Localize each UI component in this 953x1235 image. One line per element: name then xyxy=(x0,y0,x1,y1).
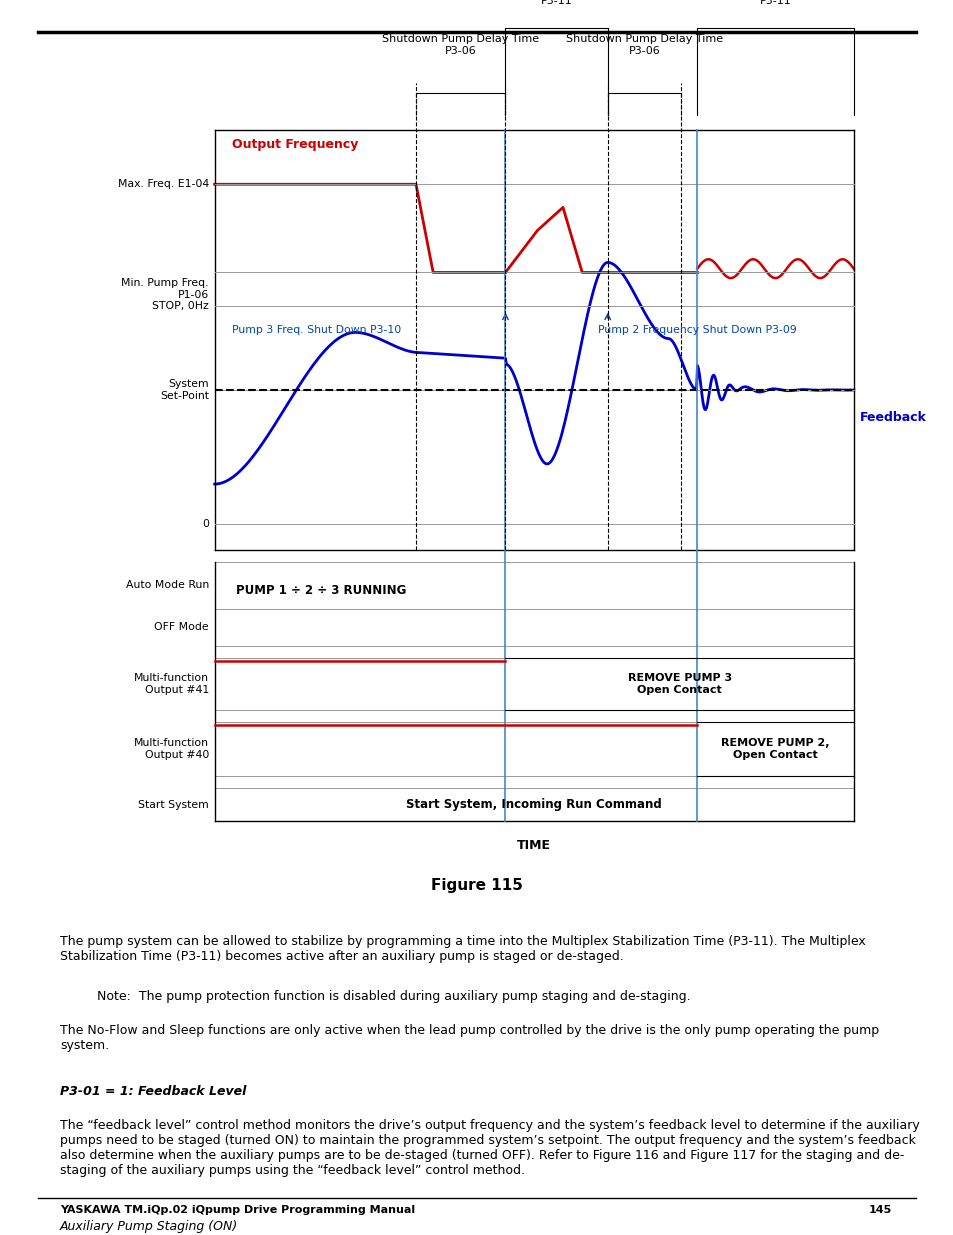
Text: Note:  The pump protection function is disabled during auxiliary pump staging an: Note: The pump protection function is di… xyxy=(89,990,690,1004)
Text: Pump 2 Frequency Shut Down P3-09: Pump 2 Frequency Shut Down P3-09 xyxy=(598,325,796,335)
Text: The No-Flow and Sleep functions are only active when the lead pump controlled by: The No-Flow and Sleep functions are only… xyxy=(60,1024,879,1052)
Text: Auto Mode Run: Auto Mode Run xyxy=(126,580,209,590)
Text: Shutdown Pump Delay Time
P3-06: Shutdown Pump Delay Time P3-06 xyxy=(382,35,538,56)
Text: Shutdown Pump Delay Time
P3-06: Shutdown Pump Delay Time P3-06 xyxy=(565,35,722,56)
Text: STOP, 0Hz: STOP, 0Hz xyxy=(152,301,209,311)
Text: Start System, Incoming Run Command: Start System, Incoming Run Command xyxy=(406,798,661,811)
Text: Figure 115: Figure 115 xyxy=(431,878,522,893)
Text: The pump system can be allowed to stabilize by programming a time into the Multi: The pump system can be allowed to stabil… xyxy=(60,935,865,963)
Text: P3-01 = 1: Feedback Level: P3-01 = 1: Feedback Level xyxy=(60,1084,246,1098)
Text: YASKAWA TM.iQp.02 iQpump Drive Programming Manual: YASKAWA TM.iQp.02 iQpump Drive Programmi… xyxy=(60,1205,415,1215)
Text: Multi-function
Output #41: Multi-function Output #41 xyxy=(133,673,209,695)
Text: Multiplex Stabilize Time
P3-11: Multiplex Stabilize Time P3-11 xyxy=(490,0,622,6)
Text: REMOVE PUMP 3
Open Contact: REMOVE PUMP 3 Open Contact xyxy=(627,673,731,695)
Text: PUMP 1 ÷ 2 ÷ 3 RUNNING: PUMP 1 ÷ 2 ÷ 3 RUNNING xyxy=(235,584,406,597)
Text: Multi-function
Output #40: Multi-function Output #40 xyxy=(133,739,209,760)
Text: REMOVE PUMP 2,
Open Contact: REMOVE PUMP 2, Open Contact xyxy=(720,739,829,760)
Text: 145: 145 xyxy=(868,1205,891,1215)
Text: System
Set-Point: System Set-Point xyxy=(160,379,209,401)
Text: OFF Mode: OFF Mode xyxy=(154,622,209,632)
Text: 0: 0 xyxy=(202,520,209,530)
Text: Min. Pump Freq.
P1-06: Min. Pump Freq. P1-06 xyxy=(121,278,209,300)
Text: The “feedback level” control method monitors the drive’s output frequency and th: The “feedback level” control method moni… xyxy=(60,1119,919,1177)
Text: Multiplex Stabilize Time
P3-11: Multiplex Stabilize Time P3-11 xyxy=(708,0,841,6)
Text: Output Frequency: Output Frequency xyxy=(232,138,357,151)
Text: Feedback: Feedback xyxy=(859,411,925,424)
Text: Auxiliary Pump Staging (ON): Auxiliary Pump Staging (ON) xyxy=(60,1220,238,1234)
Text: Pump 3 Freq. Shut Down P3-10: Pump 3 Freq. Shut Down P3-10 xyxy=(232,325,400,335)
Text: Start System: Start System xyxy=(138,799,209,810)
Text: Max. Freq. E1-04: Max. Freq. E1-04 xyxy=(117,179,209,189)
Text: TIME: TIME xyxy=(517,840,551,852)
